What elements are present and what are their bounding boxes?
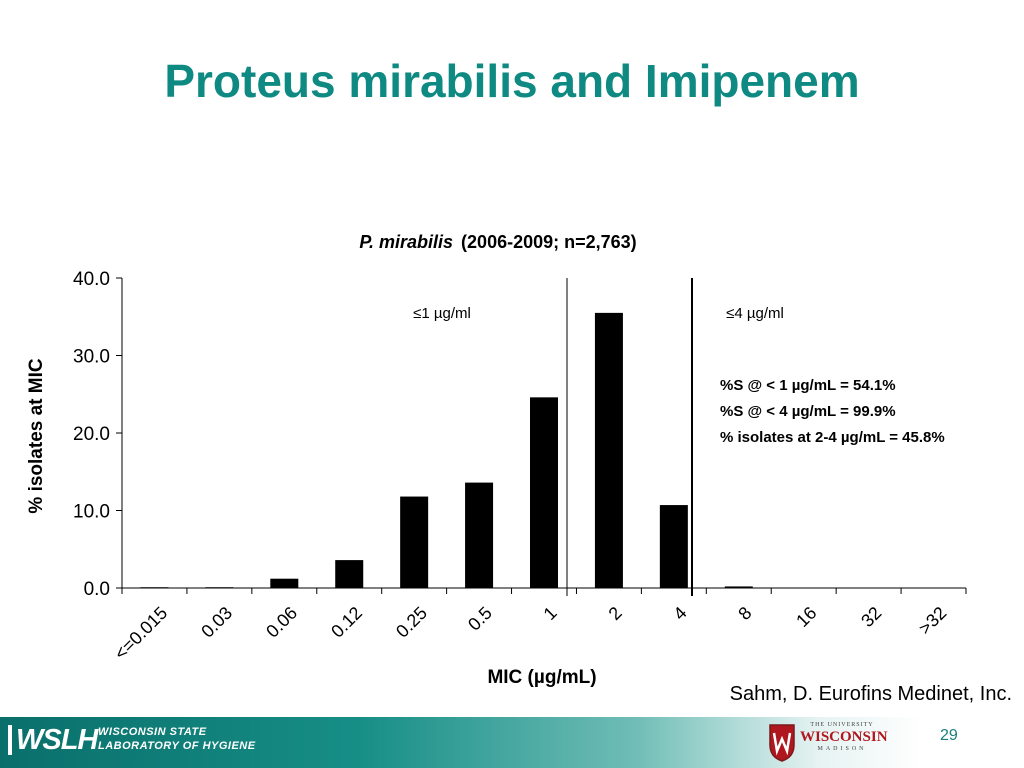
bar-0_25 <box>400 496 429 588</box>
chart-title: P. mirabilis (2006-2009; n=2,763) <box>359 232 636 252</box>
wslh-name-line2: LABORATORY OF HYGIENE <box>98 740 256 752</box>
uw-wordmark-top: THE UNIVERSITY <box>810 722 874 728</box>
x-axis-label: MIC (µg/mL) <box>487 667 596 688</box>
uw-wordmark-bottom: MADISON <box>817 746 867 752</box>
annotation-line-1: %S @ < 1 µg/mL = 54.1% <box>720 377 896 394</box>
x-tick-label: >32 <box>915 603 951 639</box>
x-tick-label: 0.03 <box>197 603 236 642</box>
x-tick-label: 2 <box>605 603 626 624</box>
page-number: 29 <box>940 727 958 744</box>
x-tick-label: 1 <box>540 603 561 624</box>
x-tick-label: 0.12 <box>327 603 366 642</box>
y-tick-label: 20.0 <box>73 424 110 445</box>
wslh-name-line1: WISCONSIN STATE <box>98 726 207 738</box>
uw-wordmark-main: WISCONSIN <box>800 729 888 745</box>
bar-0_03 <box>205 587 234 589</box>
uw-crest-icon <box>769 724 795 762</box>
x-axis: <=0.015 0.03 0.06 0.12 0.25 0.5 1 2 4 8 16 32 >32 <box>110 587 967 664</box>
chart-title-details: (2006-2009; n=2,763) <box>461 232 637 252</box>
slide-title: Proteus mirabilis and Imipenem <box>164 55 860 107</box>
x-tick-label: 32 <box>857 603 885 631</box>
wslh-logo: WSLH <box>8 725 98 755</box>
x-tick-label: 0.25 <box>392 603 431 642</box>
y-tick-label: 40.0 <box>73 269 110 290</box>
footer-bar: WSLH WISCONSIN STATE LABORATORY OF HYGIE… <box>0 717 1024 768</box>
uw-wordmark: THE UNIVERSITY WISCONSIN MADISON <box>800 721 888 763</box>
bar-0_5 <box>465 482 494 588</box>
breakpoint-label-1: ≤1 µg/ml <box>413 305 471 322</box>
bar-0_015 <box>140 587 169 589</box>
bar-2 <box>594 312 623 588</box>
breakpoint-label-2: ≤4 µg/ml <box>726 305 784 322</box>
y-axis-label: % isolates at MIC <box>26 358 47 513</box>
chart-frame: P. mirabilis (2006-2009; n=2,763) 0.0 10.0… <box>14 168 1020 708</box>
wslh-organization-name: WISCONSIN STATE LABORATORY OF HYGIENE <box>98 725 256 753</box>
x-tick-label: 8 <box>734 603 755 624</box>
chart-title-species: P. mirabilis <box>359 232 453 252</box>
source-citation: Sahm, D. Eurofins Medinet, Inc. <box>729 683 1012 705</box>
annotation-line-2: %S @ < 4 µg/mL = 99.9% <box>720 403 896 420</box>
y-axis: 0.0 10.0 20.0 30.0 40.0 <box>73 269 123 600</box>
bar-4 <box>659 505 688 588</box>
y-tick-label: 0.0 <box>84 579 110 600</box>
x-tick-label: 4 <box>669 603 690 624</box>
annotation-line-3: % isolates at 2-4 µg/mL = 45.8% <box>720 429 945 446</box>
bar-0_06 <box>270 578 299 588</box>
bar-1 <box>530 397 558 588</box>
y-tick-label: 10.0 <box>73 502 110 523</box>
mic-distribution-chart: P. mirabilis (2006-2009; n=2,763) 0.010.0… <box>26 232 967 688</box>
bars <box>140 312 753 589</box>
y-tick-label: 30.0 <box>73 347 110 368</box>
x-tick-label: <=0.015 <box>110 603 171 664</box>
bar-0_12 <box>335 560 364 588</box>
bar-8 <box>724 586 753 588</box>
x-tick-label: 16 <box>792 603 820 631</box>
x-tick-label: 0.06 <box>262 603 301 642</box>
x-tick-label: 0.5 <box>464 603 496 635</box>
